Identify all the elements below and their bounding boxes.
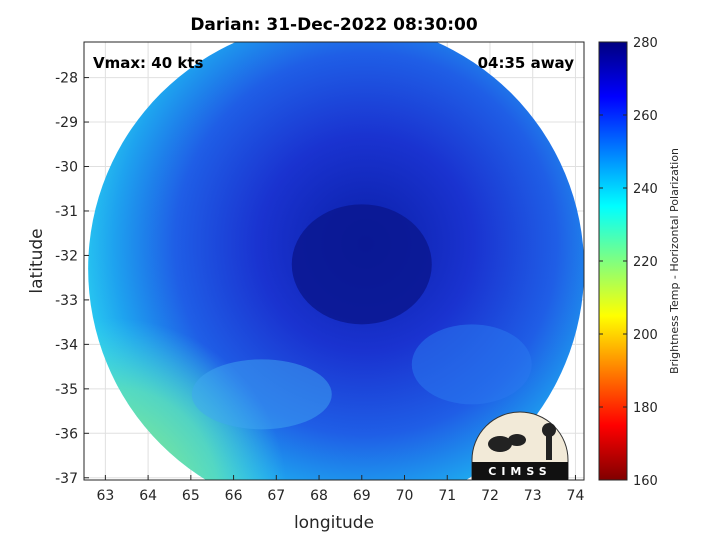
storm-core xyxy=(291,204,432,325)
colorbar-label: Brightness Temp - Horizontal Polarizatio… xyxy=(668,148,681,374)
colorbar-ticks: 160 180 200 220 240 260 280 xyxy=(599,36,658,489)
colorbar-tick-label: 280 xyxy=(633,36,658,51)
microwave-swath xyxy=(88,42,584,480)
y-tick-label: -34 xyxy=(55,337,78,353)
y-tick-label: -37 xyxy=(55,471,78,487)
rainband xyxy=(411,324,532,405)
vmax-annotation: Vmax: 40 kts xyxy=(93,54,203,72)
x-tick-label: 71 xyxy=(438,488,456,504)
x-tick-label: 72 xyxy=(481,488,499,504)
colorbar-tick-label: 160 xyxy=(633,474,658,489)
x-axis-label: longitude xyxy=(294,513,374,533)
logo-banner xyxy=(472,462,568,480)
x-tick-label: 68 xyxy=(310,488,328,504)
x-tick-label: 66 xyxy=(225,488,243,504)
x-tick-label: 70 xyxy=(396,488,414,504)
y-tick-label: -28 xyxy=(55,71,78,87)
x-tick-label: 67 xyxy=(267,488,285,504)
y-axis: -28 -29 -30 -31 -32 -33 -34 -35 -36 -37 xyxy=(55,71,89,487)
colorbar-tick-label: 260 xyxy=(633,109,658,124)
y-tick-label: -33 xyxy=(55,293,78,309)
y-tick-label: -35 xyxy=(55,382,78,398)
satellite-dish-icon xyxy=(508,434,526,446)
axes-frame xyxy=(83,41,585,481)
colorbar-tick-label: 180 xyxy=(633,401,658,416)
water-tower-icon xyxy=(546,434,552,460)
y-tick-label: -31 xyxy=(55,204,78,220)
colorbar xyxy=(598,41,628,481)
colorbar-tick-label: 220 xyxy=(633,255,658,270)
y-tick-label: -29 xyxy=(55,115,78,131)
x-tick-label: 74 xyxy=(567,488,585,504)
x-tick-label: 69 xyxy=(353,488,371,504)
colorbar-tick-label: 240 xyxy=(633,182,658,197)
x-tick-label: 65 xyxy=(182,488,200,504)
x-tick-label: 64 xyxy=(139,488,157,504)
y-tick-label: -36 xyxy=(55,426,78,442)
y-axis-label: latitude xyxy=(27,228,47,293)
x-tick-label: 73 xyxy=(524,488,542,504)
chart-title: Darian: 31-Dec-2022 08:30:00 xyxy=(190,15,478,35)
y-tick-label: -32 xyxy=(55,248,78,264)
colorbar-tick-label: 200 xyxy=(633,328,658,343)
y-tick-label: -30 xyxy=(55,160,78,176)
logo-text: CIMSS xyxy=(488,465,551,478)
time-away-annotation: 04:35 away xyxy=(478,54,575,72)
cimss-logo: CIMSS xyxy=(471,411,569,481)
x-tick-label: 63 xyxy=(96,488,114,504)
x-axis: 63 64 65 66 67 68 69 70 71 72 73 74 xyxy=(96,475,584,504)
satellite-dish-icon xyxy=(488,436,512,452)
rainband xyxy=(191,359,332,430)
water-tower-icon xyxy=(542,423,556,437)
